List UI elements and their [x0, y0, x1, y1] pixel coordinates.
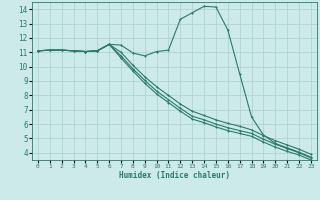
X-axis label: Humidex (Indice chaleur): Humidex (Indice chaleur): [119, 171, 230, 180]
